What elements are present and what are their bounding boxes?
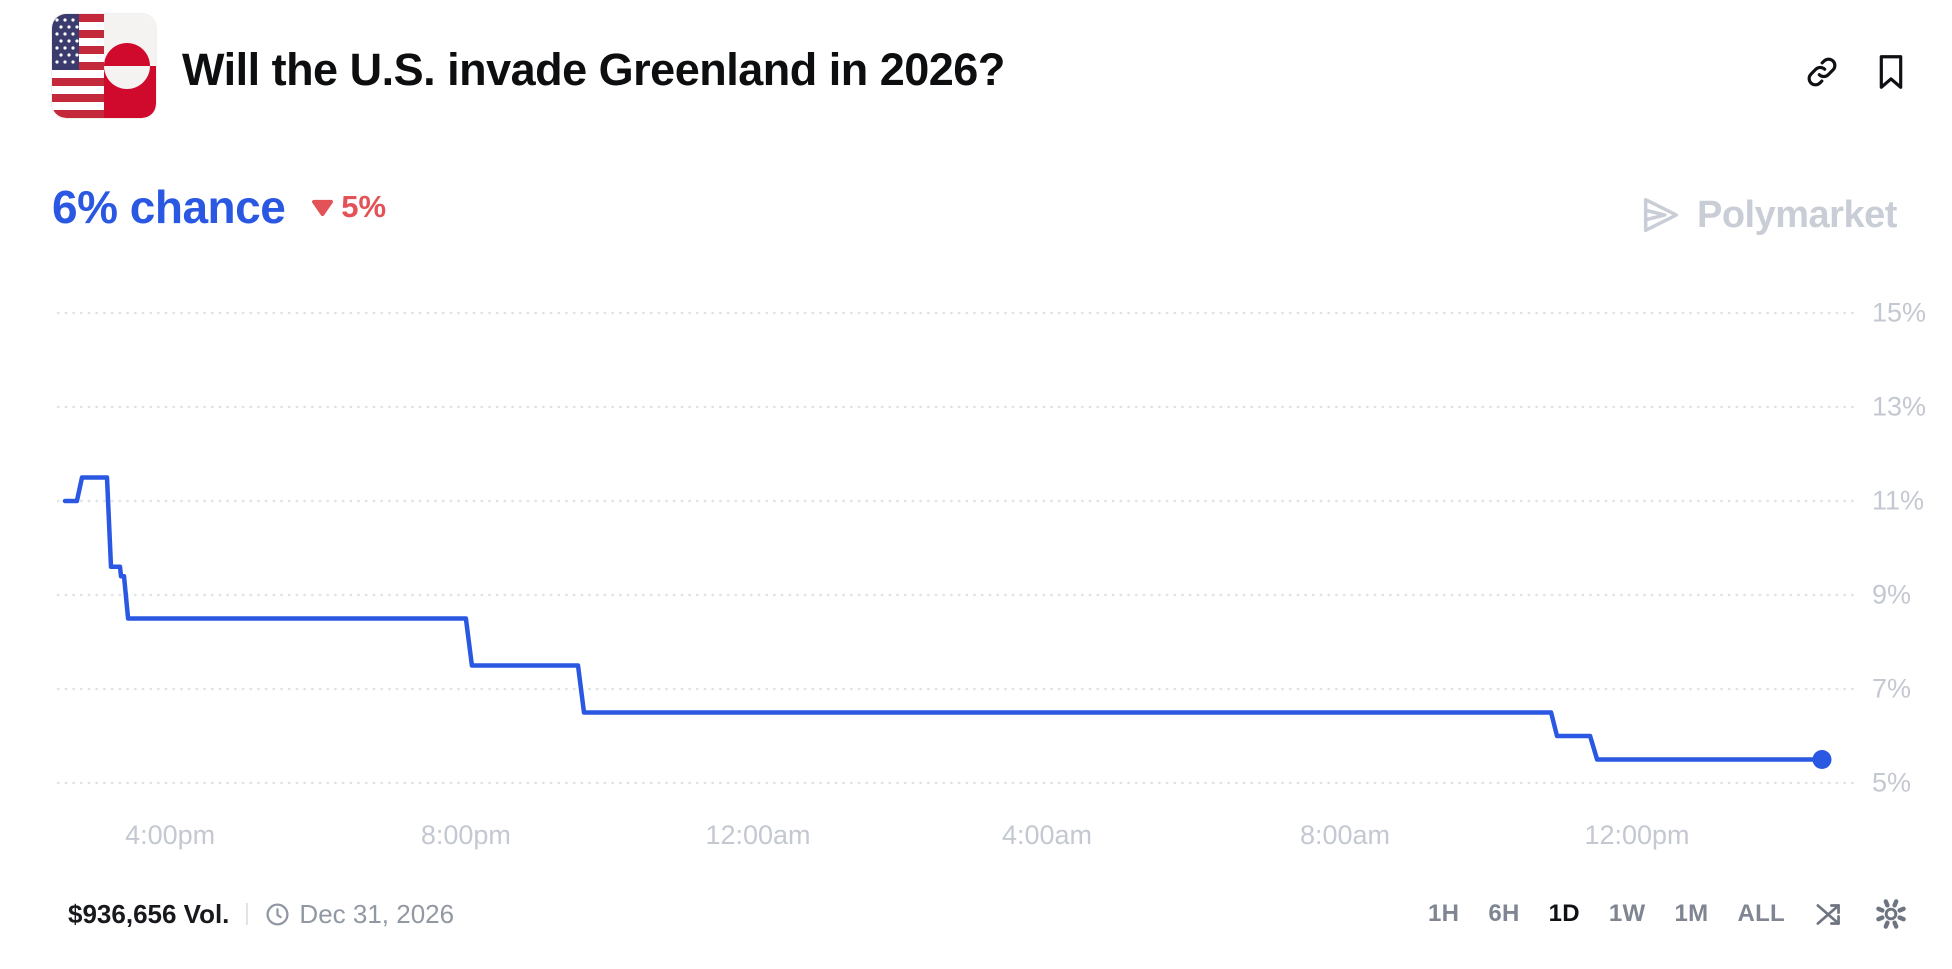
x-axis-label: 8:00am xyxy=(1299,820,1391,850)
range-button-1w[interactable]: 1W xyxy=(1608,900,1646,927)
y-axis-label: 15% xyxy=(1872,297,1927,328)
time-range-selector: 1H 6H 1D 1W 1M ALL xyxy=(1428,900,1785,928)
us-greenland-flag-image xyxy=(52,14,156,118)
page-title: Will the U.S. invade Greenland in 2026? xyxy=(182,44,1005,95)
x-axis-label: 4:00am xyxy=(1001,820,1093,850)
range-button-all[interactable]: ALL xyxy=(1737,900,1785,927)
y-axis-label: 7% xyxy=(1872,673,1912,704)
range-button-1h[interactable]: 1H xyxy=(1428,900,1460,927)
end-date: Dec 31, 2026 xyxy=(299,898,455,929)
y-axis-label: 5% xyxy=(1872,767,1912,798)
link-icon[interactable] xyxy=(1804,54,1840,90)
x-axis-label: 8:00pm xyxy=(420,820,511,850)
range-button-1d[interactable]: 1D xyxy=(1548,900,1580,927)
volume-label: $936,656 Vol. xyxy=(68,898,230,929)
settings-gear-icon[interactable] xyxy=(1874,897,1908,931)
x-axis-label: 12:00pm xyxy=(1584,820,1690,850)
shuffle-icon[interactable] xyxy=(1814,899,1845,930)
chance-value: 6% chance xyxy=(52,181,286,233)
price-line xyxy=(62,475,1825,762)
range-button-6h[interactable]: 6H xyxy=(1488,900,1520,927)
divider xyxy=(246,903,249,925)
market-avatar xyxy=(52,14,156,118)
x-axis-label: 4:00pm xyxy=(125,820,216,850)
y-axis-label: 13% xyxy=(1872,391,1927,422)
clock-icon xyxy=(266,902,289,926)
last-price-dot xyxy=(1812,750,1832,769)
bookmark-icon[interactable] xyxy=(1874,54,1908,90)
polymarket-logo-icon xyxy=(1643,197,1679,233)
price-change: 5% xyxy=(311,189,386,225)
change-value: 5% xyxy=(341,189,387,224)
down-arrow-icon xyxy=(312,199,334,216)
polymarket-wordmark: Polymarket xyxy=(1697,193,1897,236)
range-button-1m[interactable]: 1M xyxy=(1674,900,1709,927)
polymarket-watermark: Polymarket xyxy=(1638,192,1897,238)
y-axis-label: 11% xyxy=(1872,485,1925,516)
x-axis-label: 12:00am xyxy=(705,820,811,850)
y-axis-label: 9% xyxy=(1872,579,1912,610)
